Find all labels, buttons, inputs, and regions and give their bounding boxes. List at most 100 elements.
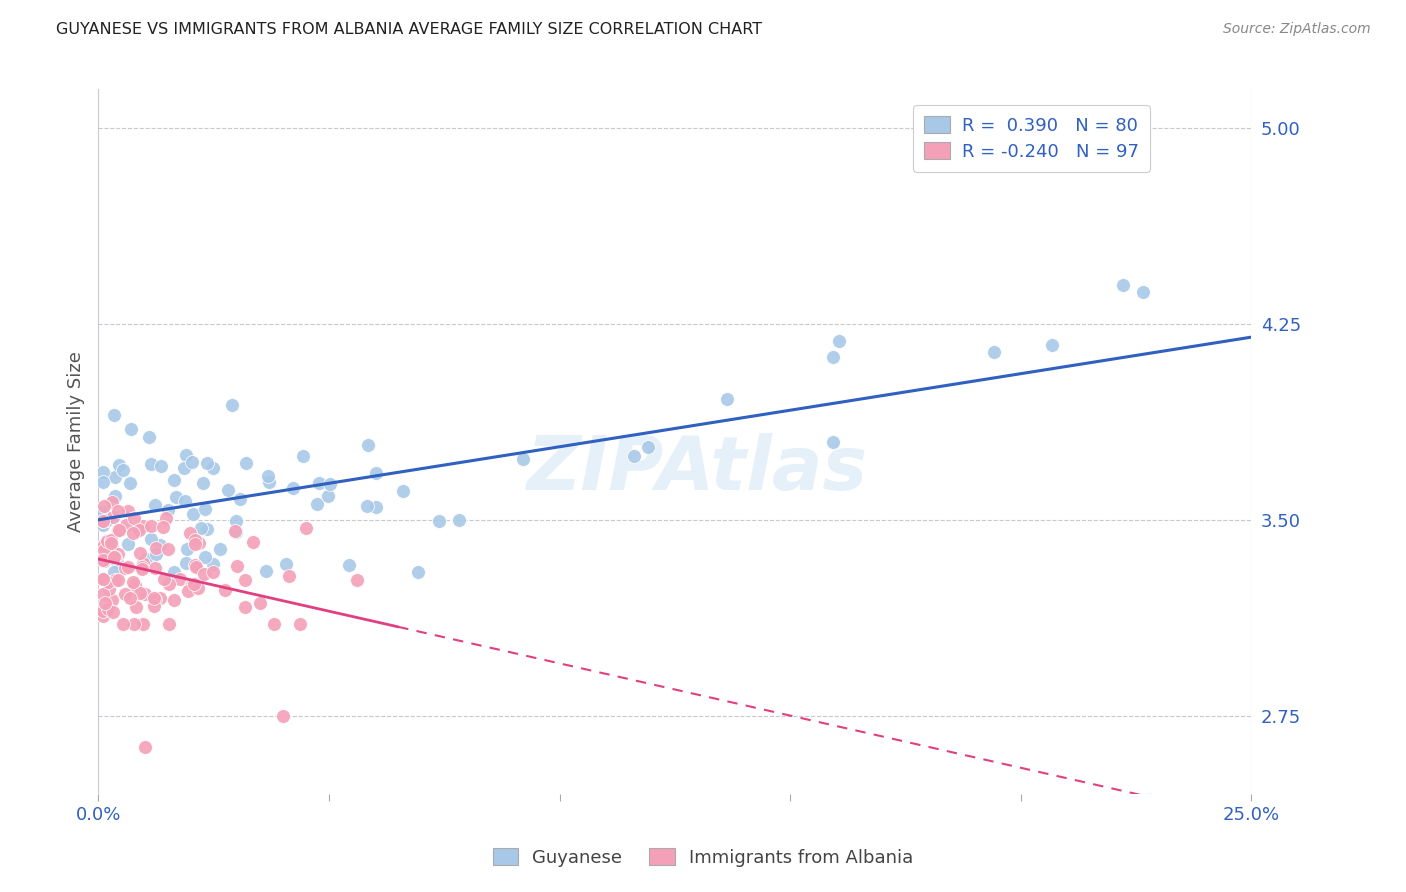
Point xyxy=(157,617,180,632)
Point xyxy=(152,520,174,534)
Point xyxy=(201,460,224,475)
Point xyxy=(143,599,166,614)
Point xyxy=(91,539,114,553)
Point xyxy=(408,565,430,579)
Point xyxy=(208,541,231,556)
Point xyxy=(176,583,198,598)
Point xyxy=(100,541,122,555)
Point xyxy=(91,514,114,528)
Point xyxy=(139,518,162,533)
Point xyxy=(103,605,125,619)
Point xyxy=(162,565,184,579)
Point xyxy=(1040,338,1063,352)
Point xyxy=(91,517,114,532)
Point xyxy=(193,475,215,490)
Point xyxy=(134,739,156,754)
Point xyxy=(233,600,256,615)
Point xyxy=(181,507,204,521)
Point xyxy=(194,502,217,516)
Point xyxy=(257,469,280,483)
Point xyxy=(131,562,153,576)
Text: ZIPAtlas: ZIPAtlas xyxy=(527,434,869,507)
Point xyxy=(139,457,162,471)
Point xyxy=(122,575,145,590)
Point xyxy=(173,461,195,475)
Point xyxy=(122,525,145,540)
Point xyxy=(135,552,157,566)
Point xyxy=(183,577,205,591)
Point xyxy=(179,525,201,540)
Point xyxy=(224,524,246,538)
Point xyxy=(100,593,122,607)
Point xyxy=(716,392,738,406)
Point xyxy=(202,558,225,572)
Point xyxy=(195,456,218,470)
Point xyxy=(93,538,115,552)
Point xyxy=(163,593,186,607)
Point xyxy=(91,604,114,618)
Point xyxy=(221,397,243,411)
Point xyxy=(274,557,297,571)
Point xyxy=(357,437,380,451)
Point xyxy=(91,608,114,623)
Point xyxy=(184,559,207,574)
Point xyxy=(1112,277,1135,292)
Point xyxy=(125,600,148,615)
Point xyxy=(132,556,155,570)
Point xyxy=(190,521,212,535)
Point xyxy=(104,489,127,503)
Point xyxy=(91,465,114,479)
Point xyxy=(447,513,470,527)
Point xyxy=(142,591,165,606)
Point xyxy=(233,574,256,588)
Point xyxy=(103,565,125,579)
Point xyxy=(108,458,131,472)
Point xyxy=(118,476,141,491)
Point xyxy=(512,451,534,466)
Point xyxy=(226,558,249,573)
Point xyxy=(257,475,280,490)
Point xyxy=(97,575,120,590)
Point xyxy=(225,525,247,540)
Point xyxy=(114,587,136,601)
Point xyxy=(114,561,136,575)
Point xyxy=(184,558,207,573)
Point xyxy=(427,514,450,528)
Text: GUYANESE VS IMMIGRANTS FROM ALBANIA AVERAGE FAMILY SIZE CORRELATION CHART: GUYANESE VS IMMIGRANTS FROM ALBANIA AVER… xyxy=(56,22,762,37)
Point xyxy=(91,572,114,586)
Point xyxy=(1132,285,1154,300)
Point xyxy=(145,547,167,561)
Point xyxy=(131,616,153,631)
Point xyxy=(153,572,176,586)
Point xyxy=(107,573,129,587)
Point xyxy=(122,617,145,632)
Point xyxy=(821,350,844,364)
Point xyxy=(391,484,413,499)
Point xyxy=(143,499,166,513)
Point xyxy=(122,510,145,524)
Point xyxy=(115,518,138,533)
Point xyxy=(195,522,218,536)
Point xyxy=(155,511,177,525)
Point xyxy=(176,449,198,463)
Point xyxy=(623,449,645,463)
Point xyxy=(214,582,236,597)
Point xyxy=(107,504,129,518)
Point xyxy=(271,708,294,723)
Point xyxy=(91,587,114,601)
Point xyxy=(128,523,150,537)
Point xyxy=(305,497,328,511)
Point xyxy=(229,491,252,506)
Legend: R =  0.390   N = 80, R = -0.240   N = 97: R = 0.390 N = 80, R = -0.240 N = 97 xyxy=(914,105,1150,172)
Point xyxy=(128,585,150,599)
Point xyxy=(217,483,239,498)
Point xyxy=(150,459,173,474)
Point xyxy=(184,533,207,547)
Point xyxy=(187,581,209,595)
Point xyxy=(96,534,118,549)
Point xyxy=(346,573,368,587)
Point xyxy=(225,514,247,528)
Point xyxy=(176,542,198,557)
Point xyxy=(107,547,129,561)
Point xyxy=(291,449,314,463)
